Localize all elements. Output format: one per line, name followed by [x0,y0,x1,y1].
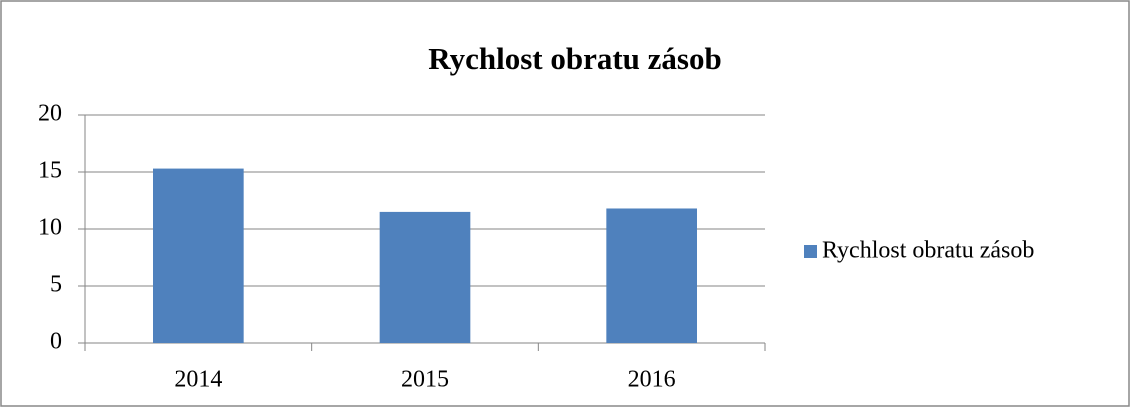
bar [153,168,244,343]
y-tick-label: 15 [38,158,62,184]
y-tick-label: 10 [38,215,62,241]
x-tick-label: 2016 [628,367,676,393]
bar [379,211,471,343]
y-tick-label: 0 [50,329,62,355]
y-tick-label: 20 [38,101,62,127]
legend-label: Rychlost obratu zásob [822,238,1034,264]
bar [606,208,697,343]
x-tick-label: 2015 [401,367,449,393]
x-tick-label: 2014 [174,367,222,393]
y-tick-label: 5 [50,272,62,298]
legend-swatch [804,245,817,258]
chart-title: Rychlost obratu zásob [428,41,721,76]
